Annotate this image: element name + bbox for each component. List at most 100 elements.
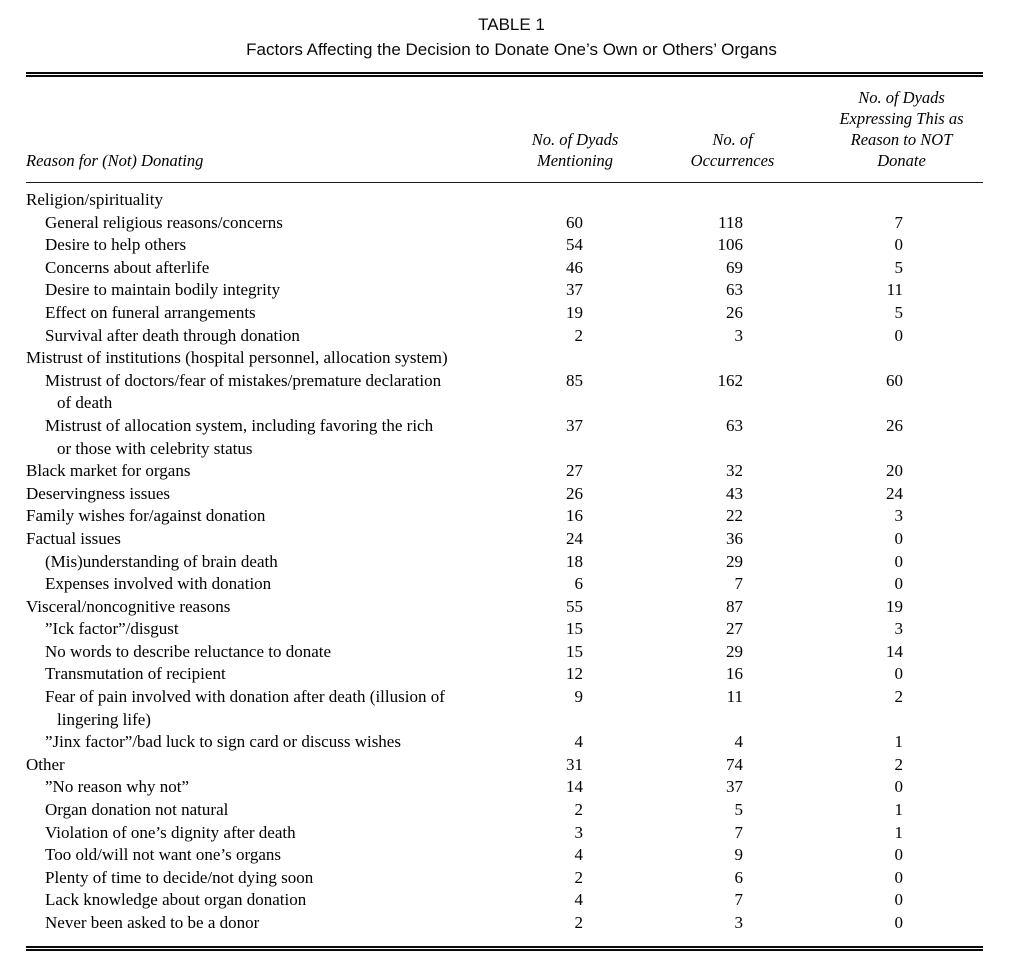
- cell-occurrences: 63: [726, 280, 743, 300]
- cell-dyads: 2: [574, 867, 584, 887]
- cell-occurrences: 27: [726, 619, 743, 639]
- cell-dyads: 2: [574, 913, 584, 932]
- cell-occurrences: 26: [726, 302, 743, 322]
- row-label: ”Ick factor”/disgust: [45, 619, 179, 639]
- cell-occurrences: 32: [726, 461, 743, 481]
- cell-occurrences: 29: [726, 551, 743, 571]
- row-label: Factual issues: [26, 528, 121, 548]
- table-row: Effect on funeral arrangements 19 26 5: [26, 302, 983, 325]
- cell-occurrences: 36: [726, 528, 743, 548]
- col-header-occurrences: No. of Occurrences: [690, 130, 775, 170]
- table-row: Mistrust of allocation system, including…: [26, 415, 983, 460]
- table-row: Factual issues 24 36 0: [26, 528, 983, 551]
- table-row: Violation of one’s dignity after death 3 7…: [26, 822, 983, 845]
- row-label: Effect on funeral arrangements: [45, 302, 256, 322]
- table-row: Organ donation not natural 2 5 1: [26, 799, 983, 822]
- table-row: Mistrust of doctors/fear of mistakes/pre…: [26, 370, 983, 415]
- cell-dyads: 37: [566, 280, 583, 300]
- cell-dyads: 6: [574, 574, 584, 594]
- row-label: General religious reasons/concerns: [45, 212, 283, 232]
- table-row: Lack knowledge about organ donation 4 7 0: [26, 889, 983, 912]
- cell-occurrences: 3: [734, 913, 744, 932]
- cell-not_donate: 0: [894, 913, 904, 932]
- cell-occurrences: 118: [718, 212, 743, 232]
- cell-not_donate: 26: [886, 415, 903, 435]
- cell-occurrences: 6: [734, 867, 744, 887]
- row-label: Family wishes for/against donation: [26, 506, 266, 526]
- cell-not_donate: 20: [886, 461, 903, 481]
- header-row: Reason for (Not) Donating No. of Dyads M…: [26, 77, 983, 182]
- cell-dyads: 26: [566, 483, 583, 503]
- row-label: Transmutation of recipient: [45, 664, 226, 684]
- cell-occurrences: 74: [726, 754, 743, 774]
- table-row: Survival after death through donation 2 3 0: [26, 325, 983, 348]
- row-label: Expenses involved with donation: [45, 574, 272, 594]
- table-row: Deservingness issues 26 43 24: [26, 483, 983, 506]
- row-label: Concerns about afterlife: [45, 257, 210, 277]
- table-row: Desire to maintain bodily integrity 37 63 1…: [26, 279, 983, 302]
- cell-occurrences: 106: [717, 235, 744, 255]
- cell-dyads: 15: [566, 619, 583, 639]
- cell-dyads: 15: [566, 641, 583, 661]
- cell-not_donate: 5: [894, 257, 904, 277]
- cell-dyads: 16: [566, 506, 583, 526]
- row-label: Survival after death through donation: [45, 325, 300, 345]
- cell-occurrences: 7: [734, 890, 744, 910]
- row-label: Religion/spirituality: [26, 190, 163, 209]
- header-rule: [26, 182, 983, 183]
- table-row: No words to describe reluctance to donat…: [26, 641, 983, 664]
- cell-occurrences: 43: [726, 483, 743, 503]
- row-label: ”Jinx factor”/bad luck to sign card or d…: [45, 732, 401, 752]
- cell-dyads: 19: [566, 302, 583, 322]
- table-row: (Mis)understanding of brain death 18 29 0: [26, 551, 983, 574]
- row-label: Black market for organs: [26, 461, 191, 481]
- table-row: Other 31 74 2: [26, 754, 983, 777]
- cell-dyads: 55: [566, 596, 583, 616]
- table-row: Desire to help others 54 106 0: [26, 234, 983, 257]
- cell-dyads: 18: [566, 551, 583, 571]
- cell-not_donate: 1: [894, 732, 904, 752]
- row-label: Mistrust of doctors/fear of mistakes/pre…: [45, 370, 442, 413]
- cell-dyads: 9: [574, 687, 584, 707]
- table-row: Religion/spirituality: [26, 189, 983, 212]
- table-title: Factors Affecting the Decision to Donate…: [246, 40, 777, 59]
- table-number: TABLE 1: [478, 15, 545, 34]
- cell-not_donate: 24: [886, 483, 903, 503]
- cell-not_donate: 0: [894, 845, 904, 865]
- cell-not_donate: 0: [894, 528, 904, 548]
- table-row: Never been asked to be a donor 2 3 0: [26, 912, 983, 935]
- cell-dyads: 27: [566, 461, 583, 481]
- table-row: Plenty of time to decide/not dying soon 2…: [26, 867, 983, 890]
- table-row: Too old/will not want one’s organs 4 9 0: [26, 844, 983, 867]
- cell-not_donate: 19: [886, 596, 903, 616]
- table-row: Visceral/noncognitive reasons 55 87 19: [26, 596, 983, 619]
- row-label: Mistrust of institutions (hospital perso…: [26, 348, 448, 368]
- cell-occurrences: 63: [726, 415, 743, 435]
- cell-dyads: 37: [566, 415, 583, 435]
- cell-dyads: 4: [574, 890, 584, 910]
- cell-occurrences: 87: [726, 596, 743, 616]
- cell-dyads: 3: [574, 822, 584, 842]
- row-label: Fear of pain involved with donation afte…: [45, 687, 445, 729]
- cell-not_donate: 2: [894, 687, 904, 707]
- cell-occurrences: 11: [726, 687, 743, 707]
- cell-dyads: 60: [566, 212, 583, 232]
- table-row: Mistrust of institutions (hospital perso…: [26, 347, 983, 370]
- cell-dyads: 31: [566, 754, 583, 774]
- cell-not_donate: 2: [894, 754, 904, 774]
- cell-occurrences: 5: [734, 800, 744, 820]
- row-label: ”No reason why not”: [45, 777, 189, 797]
- top-rule: [26, 72, 983, 77]
- col-header-dyads: No. of Dyads Mentioning: [531, 130, 619, 170]
- cell-not_donate: 3: [894, 506, 904, 526]
- cell-occurrences: 37: [726, 777, 743, 797]
- cell-not_donate: 0: [894, 574, 904, 594]
- cell-dyads: 2: [574, 800, 584, 820]
- cell-not_donate: 60: [886, 370, 903, 390]
- cell-dyads: 4: [574, 732, 584, 752]
- col-header-reason: Reason for (Not) Donating: [26, 151, 204, 170]
- row-label: Other: [26, 754, 65, 774]
- cell-not_donate: 0: [894, 664, 904, 684]
- cell-occurrences: 9: [734, 845, 744, 865]
